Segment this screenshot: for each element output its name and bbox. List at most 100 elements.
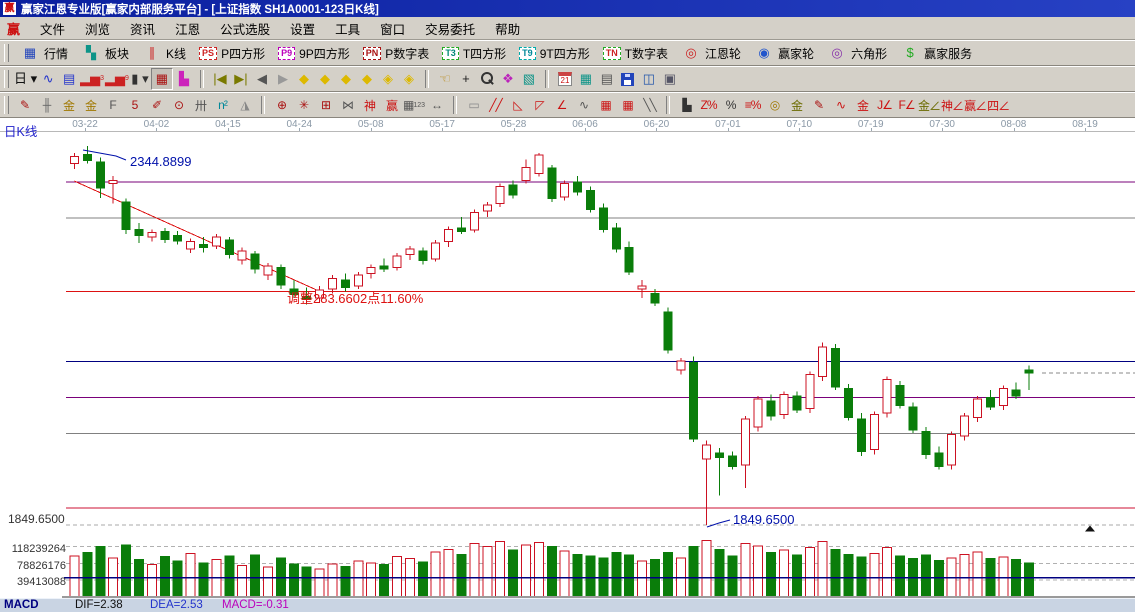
percent-levels[interactable]: ≡% xyxy=(744,98,762,112)
rect-tool[interactable]: ▭ xyxy=(468,98,479,112)
gann-diamond-star[interactable]: ◈ xyxy=(382,71,393,86)
p9-cycle[interactable]: ▂▅ 9 xyxy=(105,71,129,86)
p-number-table-button[interactable]: PN P数字表 xyxy=(357,43,436,64)
gold-levels[interactable]: 金 xyxy=(791,98,803,113)
gann-fan-c[interactable]: ◸ xyxy=(535,98,544,112)
menu-item-6[interactable]: 工具 xyxy=(335,22,361,37)
candle-style-dropdown[interactable]: ▮ ▾ xyxy=(131,71,149,86)
gann-grid-toggle[interactable]: ▦ xyxy=(150,68,173,90)
angle-si[interactable]: 四∠ xyxy=(987,98,1010,113)
cycle-chart[interactable]: ▧ xyxy=(522,71,536,86)
n-square[interactable]: n² xyxy=(218,98,228,112)
toolbar-grip[interactable] xyxy=(4,96,9,114)
color-histogram[interactable]: ▙ xyxy=(178,71,189,86)
9t-square-button[interactable]: T9 9T四方形 xyxy=(513,43,596,64)
9p-square-button[interactable]: P9 9P四方形 xyxy=(272,43,356,64)
compass-target[interactable]: ⊕ xyxy=(276,98,287,112)
grid-ruler[interactable]: ╫ xyxy=(42,98,52,112)
menu-item-8[interactable]: 交易委托 xyxy=(425,22,476,37)
gann-flower[interactable]: ❖ xyxy=(502,71,514,86)
gann-diamond-contract[interactable]: ◆ xyxy=(361,71,372,86)
time-circle[interactable]: ⊙ xyxy=(173,98,184,112)
network-pc[interactable]: ▣ xyxy=(663,71,677,86)
toolbar-grip[interactable] xyxy=(4,70,9,88)
angle-j[interactable]: J∠ xyxy=(877,98,893,112)
menu-item-4[interactable]: 公式选股 xyxy=(220,22,271,37)
winner-service-button[interactable]: $ 赢家服务 xyxy=(894,43,978,64)
last-bar[interactable]: ▶| xyxy=(234,71,248,86)
p-square-button[interactable]: PS P四方形 xyxy=(193,43,271,64)
gold-grid-b[interactable]: 金 xyxy=(84,98,97,113)
gold-wave[interactable]: ∿ xyxy=(836,98,846,112)
hand-tool[interactable]: ☜ xyxy=(439,71,451,86)
calendar-21[interactable]: 21 xyxy=(555,69,575,89)
gann-diamond-left[interactable]: ◆ xyxy=(298,71,309,86)
sectors-button[interactable]: ▚ 板块 xyxy=(75,43,135,64)
angle-f[interactable]: F∠ xyxy=(898,98,915,112)
gann-fan-a[interactable]: ╱╱ xyxy=(489,98,502,112)
grid-web[interactable]: ⊞ xyxy=(320,98,331,112)
info-panel[interactable]: ▤ xyxy=(62,71,76,86)
menu-item-9[interactable]: 帮助 xyxy=(495,22,521,37)
f-grid[interactable]: F xyxy=(109,98,116,112)
level-stack[interactable]: ▙ xyxy=(682,98,691,112)
gann-diamond-right[interactable]: ◆ xyxy=(319,71,330,86)
zone-percent[interactable]: Z% xyxy=(700,98,718,112)
percent-mark[interactable]: % xyxy=(725,98,737,112)
menu-item-3[interactable]: 江恩 xyxy=(175,22,201,37)
gann-diamond-cross[interactable]: ◈ xyxy=(403,71,414,86)
p3-cycle[interactable]: ▂▅ 3 xyxy=(80,71,105,86)
angle-gold[interactable]: 金∠ xyxy=(918,98,941,113)
gann-diamond-expand[interactable]: ◆ xyxy=(340,71,351,86)
kline-chart-canvas[interactable]: 2344.8899 调整283.6602点11.60% 1849.6500 1849.… xyxy=(0,132,1135,598)
menu-item-7[interactable]: 窗口 xyxy=(380,22,406,37)
shen-grid[interactable]: 神 xyxy=(363,98,376,113)
prev-bar[interactable]: ◀ xyxy=(256,71,267,86)
crosshair-tool[interactable]: + xyxy=(462,71,470,86)
menu-item-1[interactable]: 浏览 xyxy=(85,22,111,37)
ruler-123[interactable]: ▦ 123 xyxy=(403,98,426,112)
zoom-tool[interactable] xyxy=(477,69,497,89)
gold-line[interactable]: 金 xyxy=(857,98,869,113)
menu-item-5[interactable]: 设置 xyxy=(290,22,316,37)
matrix-table[interactable]: ▦ xyxy=(579,71,593,86)
t-number-table-button[interactable]: TN T数字表 xyxy=(597,43,674,64)
ying-grid[interactable]: 赢 xyxy=(385,98,398,113)
first-bar[interactable]: |◀ xyxy=(213,71,227,86)
gann-fan-b[interactable]: ◺ xyxy=(513,98,522,112)
kline-button[interactable]: ∥ K线 xyxy=(136,43,192,64)
toolbar-grip[interactable] xyxy=(4,44,9,62)
menu-item-0[interactable]: 文件 xyxy=(40,22,66,37)
marker-pen[interactable]: ✐ xyxy=(151,98,162,112)
export-data[interactable]: ◫ xyxy=(642,71,656,86)
angle-shen[interactable]: 神∠ xyxy=(941,98,964,113)
next-bar[interactable]: ▶ xyxy=(277,71,288,86)
hexagon-button[interactable]: ◎ 六角形 xyxy=(821,43,893,64)
brush-tool[interactable]: ✎ xyxy=(19,98,30,112)
indicator-name[interactable]: MACD xyxy=(4,599,39,611)
trend-curve[interactable]: ∿ xyxy=(42,71,54,86)
red-grid-b[interactable]: ▦ xyxy=(622,98,633,112)
gold-grid-a[interactable]: 金 xyxy=(62,98,75,113)
radial-star[interactable]: ✳ xyxy=(298,98,309,112)
five-segment-grid[interactable]: 5 xyxy=(131,98,139,112)
quotes-button[interactable]: ▦ 行情 xyxy=(14,43,74,64)
parallel-lines[interactable]: ╲╲ xyxy=(643,98,656,112)
period-day-dropdown[interactable]: 日 ▾ xyxy=(14,71,38,86)
save-layout[interactable] xyxy=(618,69,638,89)
annotate-pen[interactable]: ✎ xyxy=(814,98,824,112)
k-notch[interactable]: ⋈ xyxy=(342,98,354,112)
zigzag-tool[interactable]: ∿ xyxy=(579,98,589,112)
angle-measure[interactable]: ◮ xyxy=(240,98,249,112)
red-grid-a[interactable]: ▦ xyxy=(600,98,611,112)
speed-lines[interactable]: ∠ xyxy=(556,98,568,112)
menu-item-2[interactable]: 资讯 xyxy=(130,22,156,37)
angle-ying[interactable]: 赢∠ xyxy=(964,98,987,113)
gold-section-circle[interactable]: ◎ xyxy=(769,98,780,112)
bar-ruler[interactable]: 卅 xyxy=(194,98,207,113)
session-notes[interactable]: ▤ xyxy=(600,71,614,86)
winner-wheel-button[interactable]: ◉ 赢家轮 xyxy=(748,43,820,64)
t-square-button[interactable]: T3 T四方形 xyxy=(436,43,512,64)
h-range[interactable]: ↔ xyxy=(431,98,443,112)
gann-wheel-button[interactable]: ◎ 江恩轮 xyxy=(675,43,747,64)
